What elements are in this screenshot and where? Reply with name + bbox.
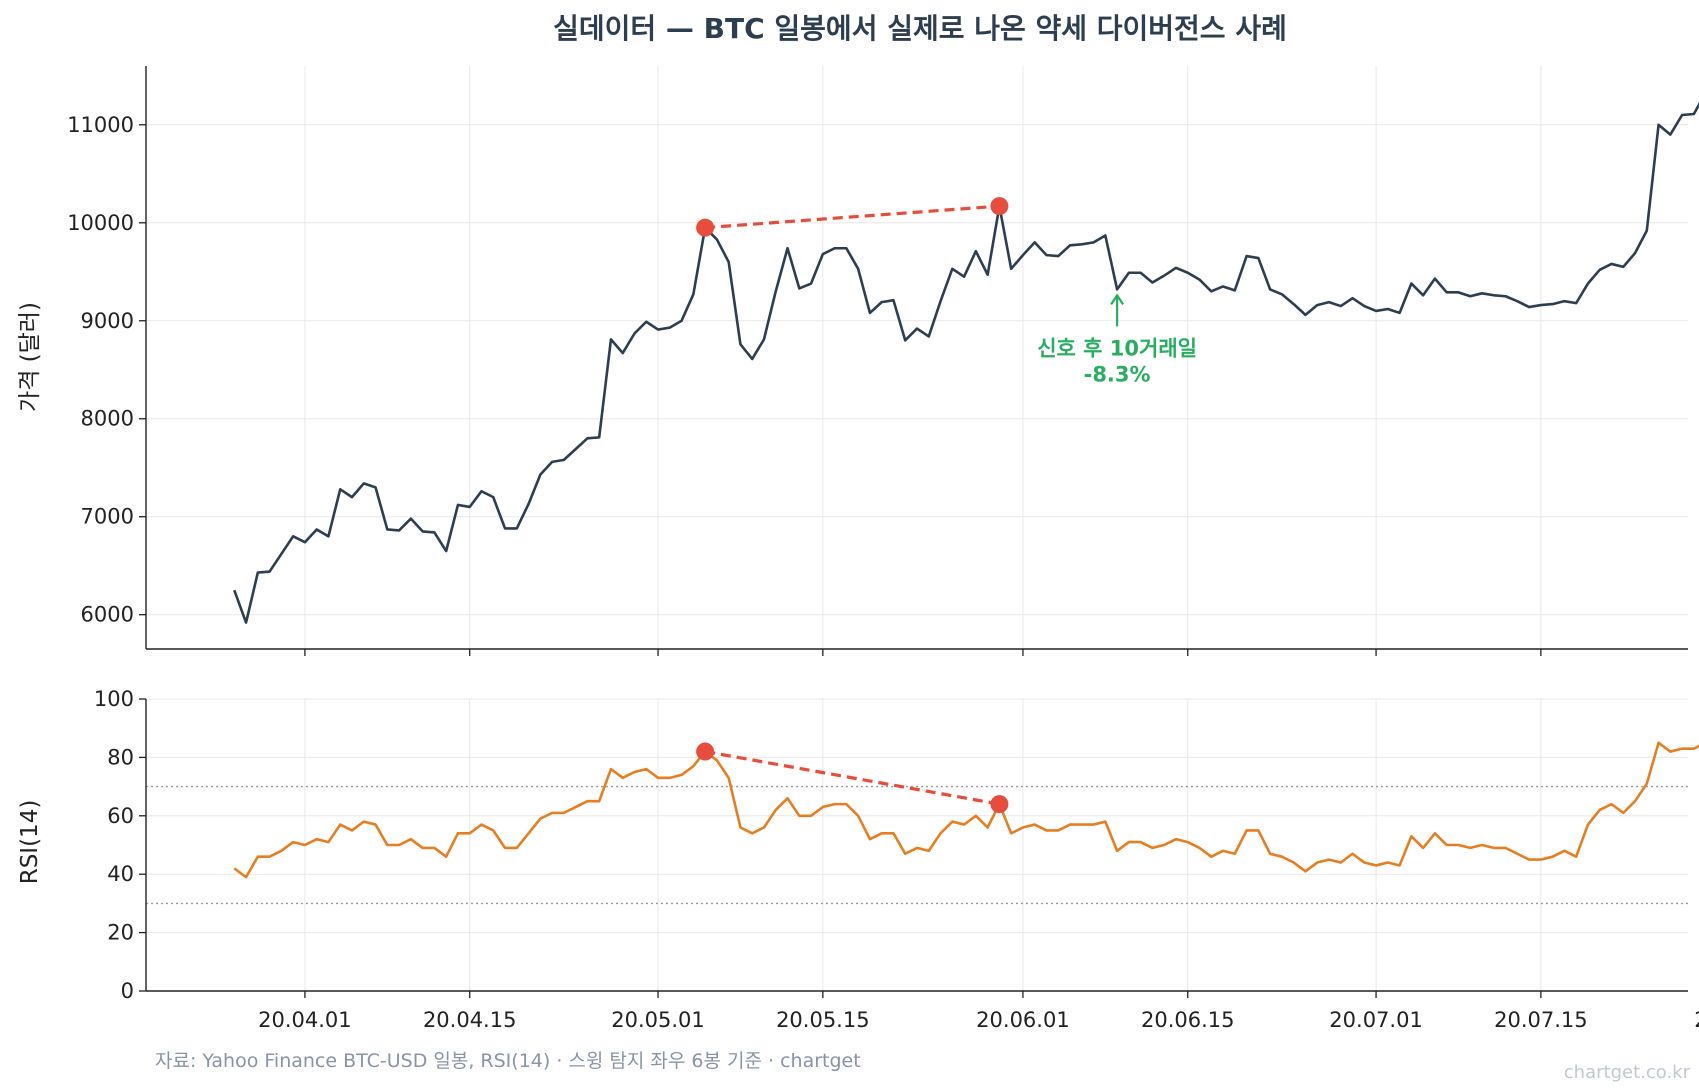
rsi-line xyxy=(233,741,1699,879)
price-panel: 6000 7000 8000 9000 10000 11000 가격 (달러) 신호 후 … xyxy=(17,66,1699,656)
price-divergence-point xyxy=(696,218,715,237)
x-tick-label: 20.05.15 xyxy=(776,1008,870,1032)
price-y-tick-label: 6000 xyxy=(81,603,134,627)
signal-annotation: 신호 후 10거래일 -8.3% xyxy=(1037,293,1197,386)
x-tick-label: 20.08.01 xyxy=(1694,1008,1699,1032)
chart-title: 실데이터 — BTC 일봉에서 실제로 나온 약세 다이버전스 사례 xyxy=(553,12,1287,45)
x-tick-label: 20.04.01 xyxy=(258,1008,352,1032)
price-axes: 6000 7000 8000 9000 10000 11000 xyxy=(67,66,1688,656)
price-line xyxy=(233,101,1699,624)
rsi-divergence-point xyxy=(990,795,1009,814)
x-tick-label: 20.06.01 xyxy=(976,1008,1070,1032)
rsi-grid xyxy=(146,698,1688,992)
rsi-divergence-line xyxy=(704,749,1000,806)
rsi-series xyxy=(233,741,1699,879)
x-tick-label: 20.05.01 xyxy=(611,1008,705,1032)
watermark: chartget.co.kr xyxy=(1564,1062,1691,1083)
rsi-axes: 0 20 40 60 80 100 20.04.01 20.04.15 20.05.01 20.0… xyxy=(94,687,1699,1032)
price-axis-label: 가격 (달러) xyxy=(17,302,43,412)
x-tick-label: 20.07.15 xyxy=(1494,1008,1588,1032)
x-tick-label: 20.07.01 xyxy=(1329,1008,1423,1032)
rsi-divergence-point xyxy=(696,742,715,761)
price-divergence xyxy=(696,197,1009,237)
price-divergence-line xyxy=(705,204,1000,230)
rsi-y-tick-label: 20 xyxy=(107,921,134,945)
price-y-tick-label: 8000 xyxy=(81,407,134,431)
annotation-line-1: 신호 후 10거래일 xyxy=(1037,336,1197,360)
source-note: 자료: Yahoo Finance BTC-USD 일봉, RSI(14) · … xyxy=(155,1050,861,1072)
price-divergence-point xyxy=(990,197,1009,216)
price-y-tick-label: 11000 xyxy=(67,113,134,137)
rsi-y-tick-label: 0 xyxy=(121,979,134,1003)
price-y-tick-label: 10000 xyxy=(67,211,134,235)
price-y-tick-label: 7000 xyxy=(81,505,134,529)
rsi-y-tick-label: 40 xyxy=(107,862,134,886)
rsi-axis-label: RSI(14) xyxy=(17,800,43,885)
price-grid xyxy=(146,66,1688,649)
x-tick-label: 20.04.15 xyxy=(423,1008,517,1032)
rsi-divergence xyxy=(696,742,1009,814)
rsi-y-tick-label: 100 xyxy=(94,687,134,711)
x-tick-label: 20.06.15 xyxy=(1141,1008,1235,1032)
price-series xyxy=(233,101,1699,624)
annotation-line-2: -8.3% xyxy=(1084,362,1151,386)
rsi-y-tick-label: 60 xyxy=(107,804,134,828)
price-y-tick-label: 9000 xyxy=(81,309,134,333)
rsi-y-tick-label: 80 xyxy=(107,745,134,769)
signal-arrow xyxy=(1110,293,1125,327)
rsi-panel: 0 20 40 60 80 100 20.04.01 20.04.15 20.05.01 20.0… xyxy=(17,687,1699,1032)
rsi-thresholds xyxy=(146,785,1688,905)
